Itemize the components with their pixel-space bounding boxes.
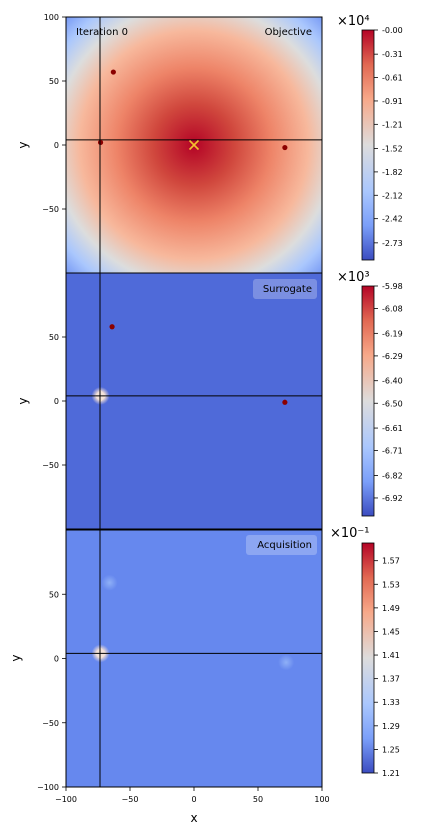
sample-point bbox=[282, 399, 288, 405]
surrogate-title-box bbox=[253, 279, 317, 299]
acquisition-colorbar-gradient bbox=[361, 542, 375, 774]
colorbar-tick-label: 1.53 bbox=[382, 580, 400, 589]
surrogate-title: Surrogate bbox=[263, 284, 312, 295]
acquisition-y-ticks: 50 0 −50 −100 bbox=[37, 590, 66, 792]
y-tick-label: −50 bbox=[42, 719, 59, 728]
acquisition-title-box bbox=[246, 535, 317, 555]
acquisition-marks bbox=[66, 574, 322, 671]
acquisition-title: Acquisition bbox=[257, 540, 312, 551]
colorbar-tick-label: 1.57 bbox=[382, 557, 400, 566]
y-tick-label: −100 bbox=[37, 783, 59, 792]
iteration-label: Iteration 0 bbox=[76, 27, 128, 38]
y-tick-label: 50 bbox=[49, 333, 59, 342]
surrogate-colorbar-exponent: ×10³ bbox=[337, 270, 370, 285]
colorbar-tick-label: -5.98 bbox=[382, 282, 403, 291]
objective-title: Objective bbox=[265, 27, 312, 38]
sample-point bbox=[97, 139, 104, 146]
surrogate-colorbar-gradient bbox=[361, 285, 375, 517]
y-tick-label: 0 bbox=[54, 397, 59, 406]
y-tick-label: 50 bbox=[49, 590, 59, 599]
optimum-marker bbox=[188, 139, 200, 151]
colorbar-tick-label: 1.45 bbox=[382, 627, 400, 636]
colorbar-tick-label: 1.41 bbox=[382, 651, 400, 660]
colorbar-tick-label: -2.73 bbox=[382, 239, 403, 248]
colorbar-tick-label: -6.40 bbox=[382, 377, 403, 386]
y-tick-label: 100 bbox=[44, 13, 59, 22]
colorbar-tick-label: -0.61 bbox=[382, 74, 403, 83]
colorbar-tick-label: -0.31 bbox=[382, 50, 403, 59]
objective-panel: Iteration 0 Objective y 100 50 0 −50 bbox=[16, 13, 323, 274]
acquisition-ylabel: y bbox=[9, 654, 23, 661]
x-tick-label: −50 bbox=[122, 795, 139, 804]
colorbar-tick-label: -2.12 bbox=[382, 191, 403, 200]
surrogate-panel: Surrogate y 50 0 −50 bbox=[16, 272, 323, 530]
surrogate-colorbar-ticks: -5.98 -6.08 -6.19 -6.29 -6.40 -6.50 -6.61 -6.71… bbox=[374, 282, 403, 503]
colorbar-tick-label: 1.25 bbox=[382, 745, 400, 754]
surrogate-heatmap bbox=[66, 273, 322, 529]
acquisition-colorbar: ×10⁻¹ 1.571.531.491.451.411.371.331.291.… bbox=[330, 526, 400, 778]
colorbar-tick-label: -0.91 bbox=[382, 97, 403, 106]
colorbar-tick-label: 1.21 bbox=[382, 769, 400, 778]
colorbar-tick-label: -0.00 bbox=[382, 26, 403, 35]
x-tick-label: 50 bbox=[253, 795, 263, 804]
sample-point bbox=[282, 144, 288, 151]
objective-colorbar-exponent: ×10⁴ bbox=[337, 14, 370, 29]
colorbar-tick-label: -6.50 bbox=[382, 399, 403, 408]
acquisition-colorbar-ticks: 1.57 1.53 1.49 1.45 1.41 1.37 1.33 1.29 1.25 1.21 bbox=[374, 557, 400, 778]
objective-ylabel: y bbox=[16, 141, 30, 148]
acquisition-x-ticks: −100 −50 0 50 100 bbox=[55, 787, 330, 804]
surrogate-y-ticks: 50 0 −50 bbox=[42, 333, 66, 470]
colorbar-tick-label: -6.08 bbox=[382, 305, 403, 314]
objective-colorbar-ticks: -0.00 -0.31 -0.61 -0.91 -1.21 -1.52 -1.82 -2.12… bbox=[374, 26, 403, 248]
colorbar-tick-label: 1.37 bbox=[382, 675, 400, 684]
y-tick-label: 0 bbox=[54, 655, 59, 664]
colorbar-tick-label: -6.29 bbox=[382, 352, 403, 361]
colorbar-tick-label: 1.33 bbox=[382, 698, 400, 707]
colorbar-tick-label: -1.21 bbox=[382, 120, 403, 129]
x-tick-label: 0 bbox=[191, 795, 196, 804]
x-tick-label: 100 bbox=[314, 795, 329, 804]
surrogate-colorbar: ×10³ -5.98 -6.08 -6.19 -6.29 -6.40 -6.50 -6.61… bbox=[337, 270, 403, 517]
faint-spot bbox=[101, 574, 118, 591]
colorbar-tick-label: -6.71 bbox=[382, 447, 403, 456]
x-tick-label: −100 bbox=[55, 795, 77, 804]
x-axis-label: x bbox=[190, 811, 197, 825]
surrogate-ylabel: y bbox=[16, 397, 30, 404]
y-tick-label: −50 bbox=[42, 461, 59, 470]
objective-marks bbox=[66, 69, 322, 151]
objective-y-ticks: 100 50 0 −50 bbox=[42, 13, 66, 214]
colorbar-tick-label: -6.19 bbox=[382, 329, 403, 338]
faint-spot bbox=[278, 654, 295, 671]
objective-colorbar-gradient bbox=[361, 29, 375, 261]
colorbar-tick-label: -6.82 bbox=[382, 471, 403, 480]
acquisition-colorbar-exponent: ×10⁻¹ bbox=[330, 526, 370, 541]
y-tick-label: 0 bbox=[54, 141, 59, 150]
colorbar-tick-label: 1.49 bbox=[382, 604, 400, 613]
acquisition-panel: Acquisition y 50 0 −50 −100 −100 −50 0 50 100 x bbox=[9, 529, 330, 825]
colorbar-tick-label: -6.92 bbox=[382, 494, 403, 503]
surrogate-marks bbox=[66, 324, 322, 405]
colorbar-tick-label: -1.82 bbox=[382, 168, 403, 177]
y-tick-label: −50 bbox=[42, 205, 59, 214]
colorbar-tick-label: -6.61 bbox=[382, 424, 403, 433]
colorbar-tick-label: 1.29 bbox=[382, 722, 400, 731]
y-tick-label: 50 bbox=[49, 77, 59, 86]
sample-point bbox=[110, 69, 116, 75]
objective-colorbar: ×10⁴ -0.00 -0.31 -0.61 -0.91 -1.21 -1.52 -1.82… bbox=[337, 14, 403, 261]
sample-point bbox=[109, 324, 115, 330]
colorbar-tick-label: -1.52 bbox=[382, 145, 403, 154]
colorbar-tick-label: -2.42 bbox=[382, 215, 403, 224]
